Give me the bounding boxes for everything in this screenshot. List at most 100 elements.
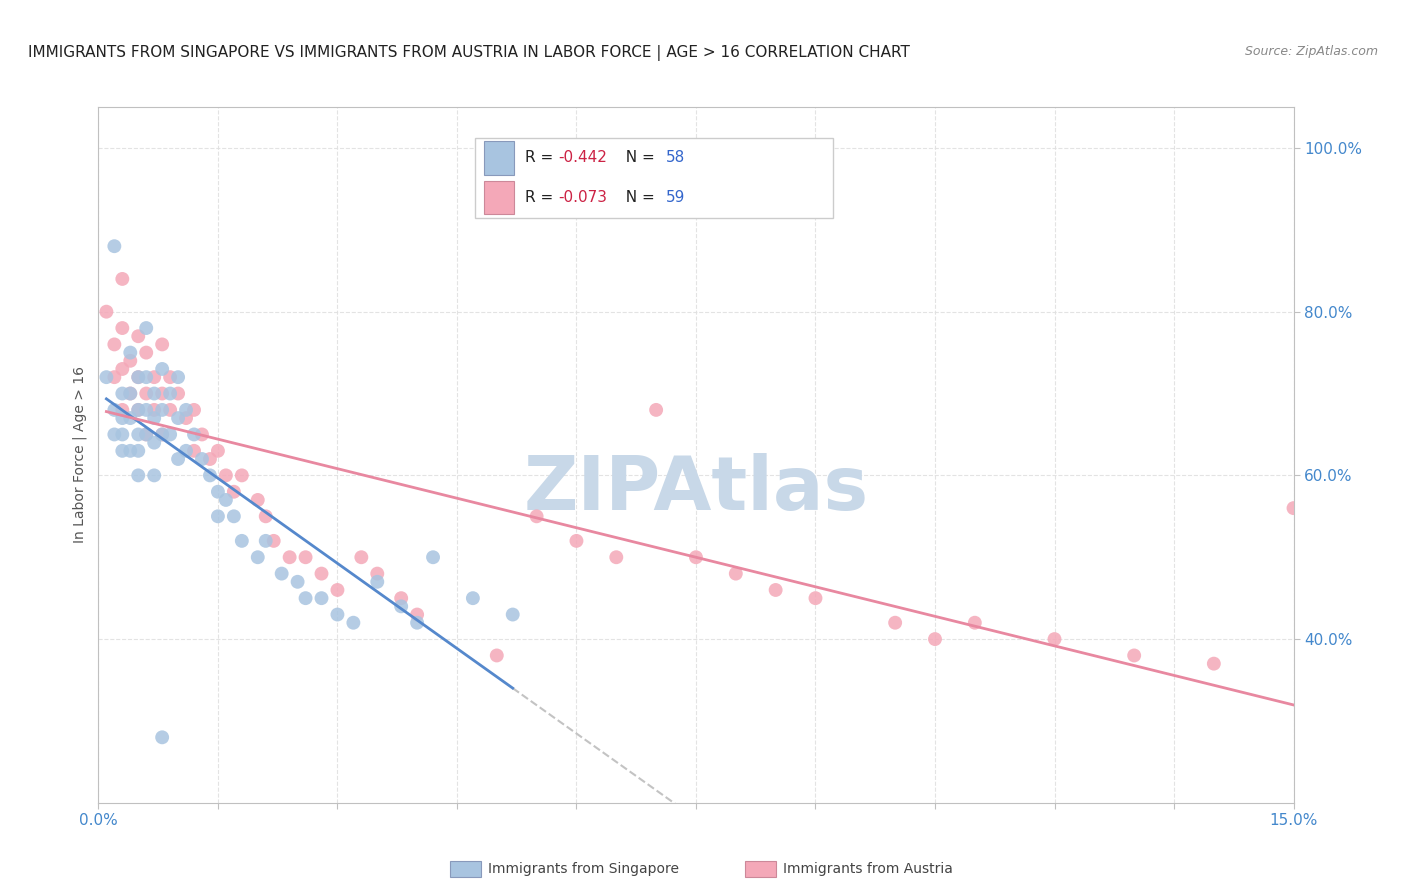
Point — [231, 533, 253, 548]
Point — [804, 591, 827, 606]
Point — [406, 615, 429, 630]
Point — [222, 509, 245, 524]
Point — [143, 403, 166, 417]
Point — [183, 403, 205, 417]
Text: N =: N = — [616, 151, 659, 165]
Point — [135, 370, 157, 384]
Point — [183, 427, 205, 442]
Text: N =: N = — [616, 190, 659, 205]
Point — [765, 582, 787, 597]
Point — [215, 468, 238, 483]
Point — [127, 443, 149, 458]
Point — [143, 411, 166, 425]
Point — [143, 370, 166, 384]
Text: ZIPAtlas: ZIPAtlas — [523, 453, 869, 526]
FancyBboxPatch shape — [485, 181, 515, 214]
Point — [120, 386, 142, 401]
Point — [406, 607, 429, 622]
Point — [278, 550, 301, 565]
Text: R =: R = — [524, 190, 558, 205]
Point — [167, 452, 190, 467]
Point — [174, 411, 197, 425]
Point — [685, 550, 707, 565]
Point — [135, 427, 157, 442]
Point — [111, 427, 134, 442]
Point — [96, 370, 118, 384]
Point — [526, 509, 548, 524]
Point — [111, 321, 134, 335]
Point — [207, 443, 229, 458]
Text: Source: ZipAtlas.com: Source: ZipAtlas.com — [1244, 45, 1378, 58]
Text: 58: 58 — [666, 151, 685, 165]
Point — [120, 386, 142, 401]
Point — [135, 386, 157, 401]
Point — [150, 386, 173, 401]
Point — [167, 370, 190, 384]
Point — [143, 435, 166, 450]
Point — [159, 427, 181, 442]
Point — [150, 403, 173, 417]
Text: -0.073: -0.073 — [558, 190, 607, 205]
Point — [198, 468, 221, 483]
Point — [150, 731, 173, 745]
Point — [127, 427, 149, 442]
Point — [645, 403, 668, 417]
Point — [127, 370, 149, 384]
Point — [167, 386, 190, 401]
Point — [502, 607, 524, 622]
Point — [174, 443, 197, 458]
Point — [159, 386, 181, 401]
Point — [111, 443, 134, 458]
Point — [198, 452, 221, 467]
Point — [167, 411, 190, 425]
Point — [366, 566, 388, 581]
Point — [183, 443, 205, 458]
Point — [174, 403, 197, 417]
Point — [127, 403, 149, 417]
Point — [159, 403, 181, 417]
Point — [461, 591, 484, 606]
Text: Immigrants from Singapore: Immigrants from Singapore — [488, 862, 679, 876]
Point — [120, 353, 142, 368]
Point — [1202, 657, 1225, 671]
Point — [103, 370, 125, 384]
Point — [270, 566, 292, 581]
Point — [135, 321, 157, 335]
Point — [263, 533, 285, 548]
Point — [215, 492, 238, 507]
Point — [884, 615, 907, 630]
Point — [1043, 632, 1066, 646]
Point — [294, 550, 316, 565]
Point — [565, 533, 588, 548]
Point — [111, 386, 134, 401]
Point — [724, 566, 747, 581]
Point — [150, 337, 173, 351]
Point — [422, 550, 444, 565]
Point — [111, 362, 134, 376]
Point — [350, 550, 373, 565]
Text: IMMIGRANTS FROM SINGAPORE VS IMMIGRANTS FROM AUSTRIA IN LABOR FORCE | AGE > 16 C: IMMIGRANTS FROM SINGAPORE VS IMMIGRANTS … — [28, 45, 910, 61]
FancyBboxPatch shape — [475, 138, 834, 219]
Point — [254, 533, 277, 548]
Point — [150, 362, 173, 376]
Point — [135, 345, 157, 359]
Point — [207, 509, 229, 524]
Point — [127, 329, 149, 343]
Point — [103, 239, 125, 253]
Point — [120, 443, 142, 458]
Point — [150, 427, 173, 442]
FancyBboxPatch shape — [485, 141, 515, 175]
Point — [150, 427, 173, 442]
Point — [96, 304, 118, 318]
Point — [342, 615, 364, 630]
Point — [326, 582, 349, 597]
Point — [127, 468, 149, 483]
Point — [389, 591, 412, 606]
Point — [246, 550, 269, 565]
Point — [294, 591, 316, 606]
Point — [111, 272, 134, 286]
Point — [287, 574, 309, 589]
Point — [143, 386, 166, 401]
Point — [366, 574, 388, 589]
Point — [135, 427, 157, 442]
